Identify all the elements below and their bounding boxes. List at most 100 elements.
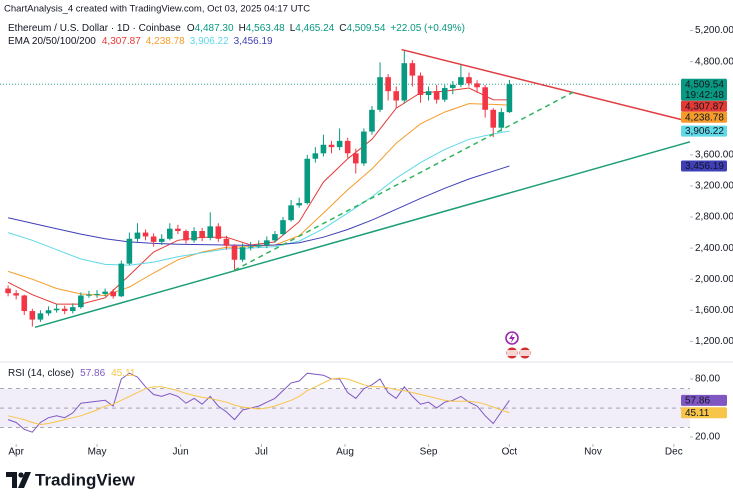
- trendline: [34, 141, 691, 329]
- y-tick-label: 5,200.00: [695, 25, 733, 36]
- ohlc-letter: L: [290, 23, 296, 34]
- y-tick-label: 1,200.00: [695, 336, 733, 347]
- price-tag-label: 57.86: [685, 396, 710, 407]
- y-tick-label: 80.00: [695, 374, 720, 385]
- price-tag-label: 3,456.19: [685, 161, 724, 172]
- y-tick-label: 3,600.00: [695, 150, 733, 161]
- ema-legend: EMA 20/50/100/200 4,307.87 4,238.78 3,906.2…: [8, 36, 273, 47]
- logo-mark: [18, 472, 24, 478]
- event-icon: [509, 333, 515, 343]
- candle-body: [320, 144, 327, 154]
- candle-body: [490, 109, 497, 128]
- ema-line: [7, 87, 510, 305]
- candle-body: [69, 307, 76, 312]
- candle-body: [328, 144, 335, 148]
- candle-body: [450, 84, 456, 89]
- price-tag: [681, 111, 727, 123]
- x-tick-label: Aug: [336, 447, 354, 458]
- ohlc-value: 4,509.54: [346, 23, 385, 34]
- candle-body: [361, 131, 367, 164]
- candle-body: [142, 232, 149, 237]
- x-tick-label: Apr: [8, 447, 24, 458]
- candle-body: [264, 240, 270, 246]
- candle-body: [344, 140, 351, 154]
- ema-line: [7, 103, 510, 297]
- attribution: ChartAnalysis_4 created with TradingView…: [4, 4, 310, 15]
- logo: TradingView: [6, 470, 136, 489]
- x-tick-label: Jul: [255, 447, 268, 458]
- ema-line: [7, 165, 510, 246]
- logo-mark: [6, 472, 17, 488]
- candle-body: [441, 88, 448, 100]
- candle-body: [175, 228, 181, 232]
- candle-body: [207, 226, 214, 239]
- ema-line: [7, 130, 510, 266]
- x-tick-label: Oct: [502, 447, 518, 458]
- candle-body: [288, 205, 294, 221]
- candle-body: [110, 291, 117, 297]
- x-tick-label: Jun: [173, 447, 189, 458]
- price-tag: [681, 125, 727, 137]
- ohlc-letter: O: [187, 23, 195, 34]
- candle-body: [183, 231, 189, 241]
- candle-body: [199, 231, 205, 239]
- trendline: [234, 91, 575, 271]
- x-tick-label: May: [88, 447, 107, 458]
- y-tick-label: 2,000.00: [695, 274, 733, 285]
- symbol: Ethereum / U.S. Dollar · 1D · Coinbase: [8, 23, 181, 34]
- candle-body: [191, 231, 197, 241]
- symbol-legend: Ethereum / U.S. Dollar · 1D · Coinbase O4…: [8, 23, 465, 34]
- price-tag-label: 4,307.87: [685, 101, 724, 112]
- ohlc-value: 4,465.24: [295, 23, 334, 34]
- y-tick-label: 1,600.00: [695, 305, 733, 316]
- ema-value: 3,906.22: [190, 36, 229, 47]
- ema-value: 4,238.78: [146, 36, 185, 47]
- price-tag-label: 3,906.22: [685, 126, 724, 137]
- candle-body: [29, 311, 36, 320]
- trendline: [401, 48, 691, 123]
- rsi-title: RSI (14, close): [8, 368, 74, 379]
- candle-body: [369, 109, 375, 132]
- candle-body: [102, 291, 108, 294]
- candle-body: [482, 87, 488, 110]
- candle-body: [458, 77, 464, 85]
- candle-body: [150, 236, 157, 242]
- ema-value: 4,307.87: [102, 36, 141, 47]
- y-tick-label: 4,800.00: [695, 56, 733, 67]
- price-tag: [681, 100, 727, 112]
- candle-body: [498, 112, 505, 128]
- candle-body: [239, 247, 246, 260]
- candle-body: [385, 77, 391, 92]
- candle-body: [433, 91, 440, 100]
- candle-body: [118, 263, 125, 297]
- y-tick-label: 20.00: [695, 432, 720, 443]
- price-tag: [681, 160, 727, 172]
- ohlc-value: 4,487.30: [195, 23, 234, 34]
- flag-icon: [507, 350, 517, 356]
- candle-body: [78, 295, 84, 308]
- candle-body: [312, 153, 319, 159]
- ema-label: EMA 20/50/100/200: [8, 36, 96, 47]
- ema-value: 3,456.19: [234, 36, 273, 47]
- candle-body: [5, 288, 11, 294]
- candle-body: [506, 84, 513, 113]
- candle-body: [393, 91, 400, 101]
- candle-body: [158, 238, 165, 242]
- rsi-line: [7, 377, 510, 426]
- candle-body: [223, 238, 230, 246]
- candle-body: [425, 91, 432, 96]
- y-tick-label: 2,400.00: [695, 243, 733, 254]
- price-tag: [681, 394, 727, 406]
- candle-body: [13, 293, 19, 296]
- candle-body: [21, 295, 28, 312]
- brand: TradingView: [35, 470, 136, 489]
- logo-mark: [18, 472, 31, 488]
- flag-icon: [520, 350, 530, 356]
- x-tick-label: Nov: [584, 447, 602, 458]
- candle-body: [352, 153, 359, 164]
- candle-body: [247, 246, 254, 248]
- candle-body: [272, 234, 278, 241]
